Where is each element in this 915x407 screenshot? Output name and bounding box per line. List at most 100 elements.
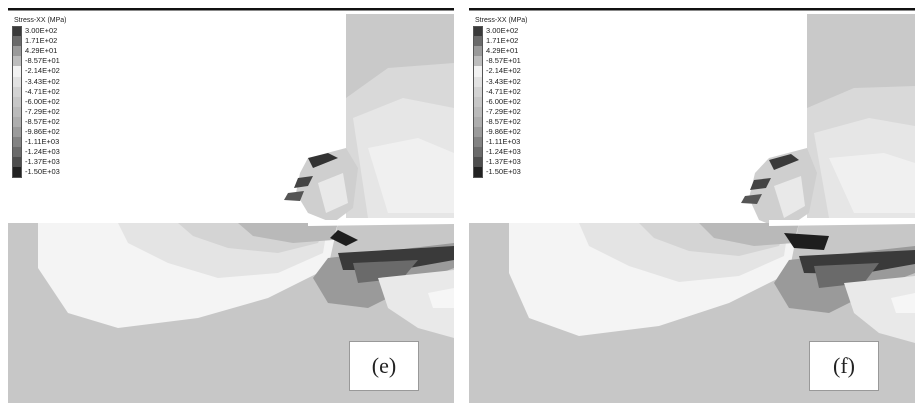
legend-label: 3.00E+02 bbox=[486, 26, 519, 36]
legend-swatch bbox=[12, 26, 22, 37]
legend-label: -3.43E+02 bbox=[25, 76, 60, 86]
legend-entry: -1.24E+03 bbox=[12, 147, 67, 158]
legend-entry: -6.00E+02 bbox=[12, 96, 67, 107]
legend-label: -4.71E+02 bbox=[25, 86, 60, 96]
legend-swatch bbox=[473, 76, 483, 87]
legend-swatch bbox=[473, 127, 483, 138]
legend-swatch bbox=[473, 137, 483, 148]
legend-swatch bbox=[12, 66, 22, 77]
legend-label: -6.00E+02 bbox=[25, 96, 60, 106]
legend-rows: 3.00E+02 1.71E+02 4.29E+01 -8.57E+01 -2.14E+… bbox=[12, 26, 67, 178]
legend-swatch bbox=[473, 36, 483, 47]
legend-entry: 4.29E+01 bbox=[473, 46, 528, 57]
legend-label: -1.50E+03 bbox=[486, 167, 521, 177]
legend-swatch bbox=[12, 106, 22, 117]
legend-swatch bbox=[473, 56, 483, 67]
legend-label: -2.14E+02 bbox=[25, 66, 60, 76]
legend-label: 4.29E+01 bbox=[486, 46, 519, 56]
legend-entry: -4.71E+02 bbox=[473, 86, 528, 97]
legend-entry: -8.57E+01 bbox=[473, 56, 528, 67]
legend-entry: -1.37E+03 bbox=[12, 157, 67, 168]
stress-contour-plot-e bbox=[8, 8, 454, 403]
stress-legend: Stress-XX (MPa) 3.00E+02 1.71E+02 4.29E+01… bbox=[12, 16, 67, 178]
legend-label: -1.24E+03 bbox=[486, 147, 521, 157]
legend-entry: -8.57E+02 bbox=[12, 116, 67, 128]
legend-label: 1.71E+02 bbox=[25, 36, 58, 46]
legend-swatch bbox=[12, 167, 22, 178]
legend-swatch bbox=[473, 147, 483, 158]
legend-entry: -9.86E+02 bbox=[12, 127, 67, 138]
legend-entry: 4.29E+01 bbox=[12, 46, 67, 57]
panel-label-text: (f) bbox=[833, 353, 855, 378]
panel-label-text: (e) bbox=[371, 353, 397, 378]
legend-swatch bbox=[473, 96, 483, 107]
legend-swatch bbox=[12, 36, 22, 47]
legend-entry: -7.29E+02 bbox=[473, 106, 528, 117]
legend-title: Stress-XX (MPa) bbox=[14, 17, 67, 24]
legend-label: -9.86E+02 bbox=[486, 127, 521, 137]
legend-swatch bbox=[12, 157, 22, 168]
legend-swatch bbox=[473, 116, 483, 128]
legend-label: -9.86E+02 bbox=[25, 127, 60, 137]
legend-label: -8.57E+02 bbox=[486, 116, 521, 126]
legend-swatch bbox=[12, 137, 22, 148]
legend-title: Stress-XX (MPa) bbox=[475, 17, 528, 24]
legend-swatch bbox=[473, 106, 483, 117]
legend-swatch bbox=[473, 167, 483, 178]
panel-f: Stress-XX (MPa) 3.00E+02 1.71E+02 4.29E+01… bbox=[469, 8, 915, 403]
panel-label-f: (f) bbox=[809, 341, 879, 391]
legend-label: -1.37E+03 bbox=[25, 157, 60, 167]
legend-entry: -2.14E+02 bbox=[12, 66, 67, 77]
legend-label: -8.57E+01 bbox=[486, 56, 521, 66]
legend-label: -7.29E+02 bbox=[25, 106, 60, 116]
legend-swatch bbox=[12, 127, 22, 138]
legend-label: -8.57E+02 bbox=[25, 116, 60, 126]
legend-entry: -1.50E+03 bbox=[473, 167, 528, 178]
legend-label: -2.14E+02 bbox=[486, 66, 521, 76]
legend-swatch bbox=[12, 56, 22, 67]
legend-entry: -3.43E+02 bbox=[12, 76, 67, 87]
legend-swatch bbox=[473, 26, 483, 37]
legend-swatch bbox=[12, 96, 22, 107]
panel-e: Stress-XX (MPa) 3.00E+02 1.71E+02 4.29E+01… bbox=[8, 8, 454, 403]
legend-entry: -8.57E+02 bbox=[473, 116, 528, 128]
legend-swatch bbox=[473, 86, 483, 97]
legend-entry: -1.11E+03 bbox=[12, 137, 67, 148]
legend-label: 4.29E+01 bbox=[25, 46, 58, 56]
legend-swatch bbox=[473, 157, 483, 168]
legend-entry: 3.00E+02 bbox=[473, 26, 528, 37]
legend-label: -1.11E+03 bbox=[486, 137, 521, 147]
legend-entry: -6.00E+02 bbox=[473, 96, 528, 107]
legend-label: -8.57E+01 bbox=[25, 56, 60, 66]
legend-rows: 3.00E+02 1.71E+02 4.29E+01 -8.57E+01 -2.14E+… bbox=[473, 26, 528, 178]
legend-entry: -3.43E+02 bbox=[473, 76, 528, 87]
legend-label: -1.11E+03 bbox=[25, 137, 60, 147]
legend-label: -6.00E+02 bbox=[486, 96, 521, 106]
legend-swatch bbox=[12, 116, 22, 128]
legend-swatch bbox=[12, 86, 22, 97]
stress-legend: Stress-XX (MPa) 3.00E+02 1.71E+02 4.29E+01… bbox=[473, 16, 528, 178]
legend-entry: 3.00E+02 bbox=[12, 26, 67, 37]
legend-swatch bbox=[12, 76, 22, 87]
legend-entry: -1.24E+03 bbox=[473, 147, 528, 158]
legend-label: -3.43E+02 bbox=[486, 76, 521, 86]
legend-swatch bbox=[12, 147, 22, 158]
legend-entry: -1.37E+03 bbox=[473, 157, 528, 168]
legend-entry: -8.57E+01 bbox=[12, 56, 67, 67]
legend-entry: -7.29E+02 bbox=[12, 106, 67, 117]
legend-entry: -1.11E+03 bbox=[473, 137, 528, 148]
legend-label: -1.24E+03 bbox=[25, 147, 60, 157]
panel-label-e: (e) bbox=[349, 341, 419, 391]
legend-entry: -4.71E+02 bbox=[12, 86, 67, 97]
legend-label: -7.29E+02 bbox=[486, 106, 521, 116]
legend-label: -1.37E+03 bbox=[486, 157, 521, 167]
legend-entry: -2.14E+02 bbox=[473, 66, 528, 77]
legend-label: 1.71E+02 bbox=[486, 36, 519, 46]
legend-swatch bbox=[12, 46, 22, 57]
legend-label: -1.50E+03 bbox=[25, 167, 60, 177]
legend-swatch bbox=[473, 66, 483, 77]
legend-entry: -1.50E+03 bbox=[12, 167, 67, 178]
legend-swatch bbox=[473, 46, 483, 57]
legend-entry: -9.86E+02 bbox=[473, 127, 528, 138]
legend-entry: 1.71E+02 bbox=[12, 36, 67, 47]
